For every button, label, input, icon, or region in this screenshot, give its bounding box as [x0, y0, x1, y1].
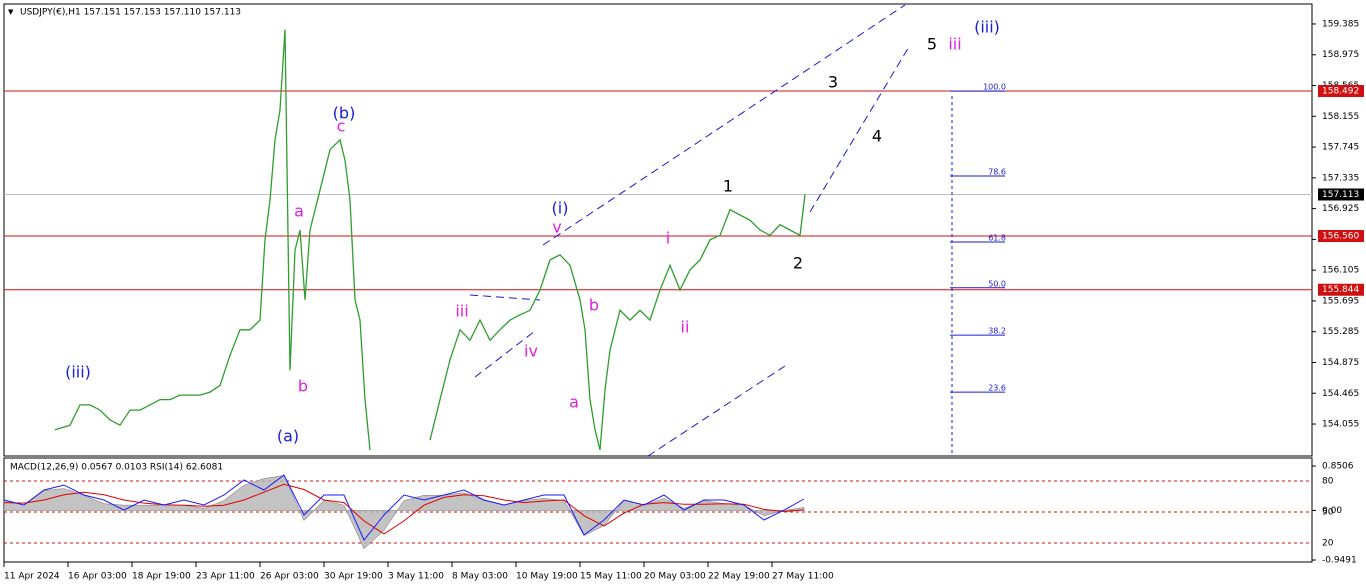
wave-label: ii	[681, 318, 690, 337]
fib-label: 78.6	[988, 167, 1006, 176]
wave-label: 1	[723, 177, 733, 196]
x-tick-label: 3 May 11:00	[388, 572, 444, 582]
x-tick-label: 26 Apr 03:00	[260, 572, 319, 582]
x-tick-label: 23 Apr 11:00	[196, 572, 255, 582]
grid-layer	[4, 23, 1316, 561]
x-tick-label: 10 May 19:00	[516, 572, 578, 582]
y2-tick-label: 50	[1322, 508, 1334, 518]
y-tick-label: -0.9491	[1322, 556, 1357, 566]
last-price-label: 157.113	[1322, 190, 1359, 200]
fib-label: 23.6	[988, 384, 1006, 393]
wave-label: b	[589, 296, 599, 315]
x-tick-label: 27 May 11:00	[772, 572, 834, 582]
wave-label: (i)	[552, 199, 569, 218]
wave-label: iii	[948, 35, 961, 54]
level-label: 155.844	[1322, 285, 1359, 295]
trend-line	[809, 44, 911, 213]
x-tick-label: 20 May 03:00	[644, 572, 706, 582]
fib-label: 50.0	[988, 279, 1006, 288]
series-group	[54, 29, 806, 451]
wave-label: (iii)	[65, 363, 91, 382]
fib-label: 100.0	[983, 83, 1006, 92]
trend-line	[542, 4, 906, 246]
main-frame	[3, 3, 1313, 457]
y-tick-label: 157.335	[1322, 173, 1359, 183]
x-tick-label: 18 Apr 19:00	[132, 572, 191, 582]
wave-label: 3	[828, 73, 838, 92]
series-line	[4, 483, 805, 535]
series-line	[54, 29, 806, 451]
level-label: 156.560	[1322, 232, 1359, 242]
wave-label: i	[666, 229, 670, 248]
series-line	[4, 474, 805, 541]
wave-label: iii	[455, 302, 468, 321]
x-tick-label: 16 Apr 03:00	[68, 572, 127, 582]
level-label: 158.492	[1322, 86, 1359, 96]
x-tick-label: 22 May 19:00	[708, 572, 770, 582]
wave-label: (b)	[333, 104, 356, 123]
y-tick-label: 156.105	[1322, 266, 1359, 276]
y-tick-label: 0.8506	[1322, 462, 1354, 472]
wave-label: (iii)	[974, 18, 1000, 37]
level-label-box	[1318, 283, 1364, 296]
wave-label: v	[552, 218, 561, 237]
y-tick-label: 158.155	[1322, 112, 1359, 122]
last-price-box	[1318, 188, 1364, 201]
y-tick-label: 159.385	[1322, 19, 1359, 29]
y-tick-label: 158.975	[1322, 50, 1359, 60]
trend-line	[469, 294, 541, 301]
series-group	[4, 474, 805, 550]
y-tick-label: 156.925	[1322, 204, 1359, 214]
wave-label: (a)	[277, 427, 299, 446]
y-tick-label: 154.055	[1322, 420, 1359, 430]
y-tick-label: 155.285	[1322, 327, 1359, 337]
chart-title: USDJPY(€),H1 157.151 157.153 157.110 157…	[20, 8, 241, 18]
wave-label: 2	[793, 254, 803, 273]
wave-label: 5	[927, 35, 937, 54]
y-tick-label: 0.00	[1322, 506, 1342, 516]
wave-label: iv	[524, 342, 538, 361]
y-tick-label: 155.695	[1322, 296, 1359, 306]
wave-label: c	[337, 117, 346, 136]
symbol-marker: ▼	[8, 8, 14, 16]
x-tick-label: 15 May 11:00	[580, 572, 642, 582]
wave-label: a	[294, 202, 304, 221]
y2-tick-label: 20	[1322, 538, 1334, 548]
level-label-box	[1318, 84, 1364, 97]
fib-label: 61.8	[988, 234, 1006, 243]
wave-label: b	[298, 377, 308, 396]
y-tick-label: 154.465	[1322, 389, 1359, 399]
fib-label: 38.2	[988, 327, 1006, 336]
wave-label: a	[569, 393, 579, 412]
x-tick-label: 11 Apr 2024	[4, 572, 60, 582]
trend-line	[647, 365, 786, 456]
indicator-title: MACD(12,26,9) 0.0567 0.0103 RSI(14) 62.6…	[10, 463, 223, 473]
y-tick-label: 154.875	[1322, 358, 1359, 368]
y2-tick-label: 80	[1322, 477, 1334, 487]
y-tick-label: 157.745	[1322, 143, 1359, 153]
x-tick-label: 8 May 03:00	[452, 572, 508, 582]
x-tick-label: 30 Apr 19:00	[324, 572, 383, 582]
trend-lines	[469, 4, 953, 456]
wave-label: 4	[872, 127, 882, 146]
level-label-box	[1318, 230, 1364, 243]
data-layer	[4, 29, 806, 550]
